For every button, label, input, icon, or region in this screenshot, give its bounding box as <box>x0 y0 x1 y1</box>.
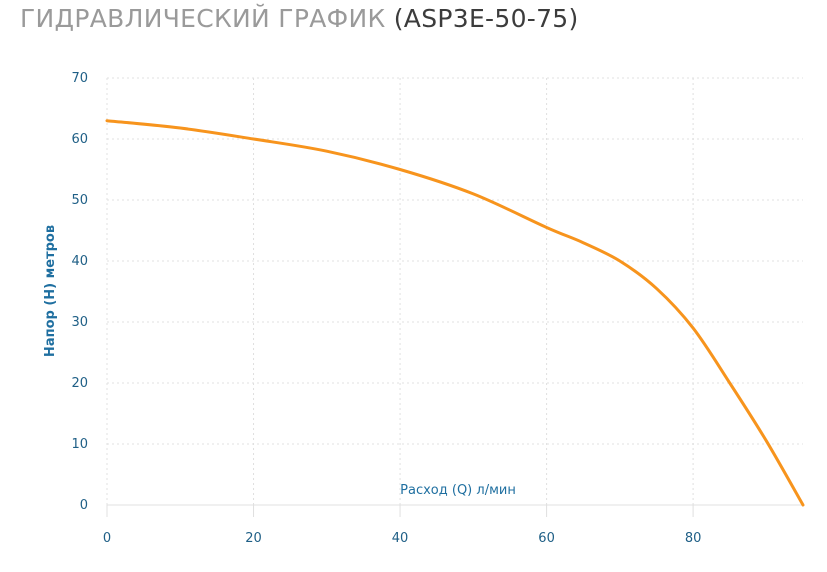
data-point <box>690 325 696 331</box>
data-point <box>580 240 586 246</box>
chart-title: ГИДРАВЛИЧЕСКИЙ ГРАФИК (ASP3E-50-75) <box>20 4 579 33</box>
y-tick-label: 50 <box>71 193 88 208</box>
x-axis-label: Расход (Q) л/мин <box>400 483 516 498</box>
y-tick-label: 10 <box>71 437 88 452</box>
series-line <box>105 119 805 507</box>
data-point <box>177 125 183 131</box>
x-tick-label: 80 <box>685 531 702 546</box>
chart-title-main: ГИДРАВЛИЧЕСКИЙ ГРАФИК <box>20 4 386 33</box>
data-point <box>251 136 257 142</box>
x-tick-label: 0 <box>103 531 111 546</box>
x-tick-label: 20 <box>245 531 262 546</box>
data-point <box>104 118 110 124</box>
y-tick-label: 40 <box>71 254 88 269</box>
series-group <box>104 118 806 508</box>
y-axis-label: Напор (H) метров <box>43 225 58 357</box>
data-point <box>397 167 403 173</box>
y-tick-label: 30 <box>71 315 88 330</box>
data-point <box>324 148 330 154</box>
data-point <box>763 438 769 444</box>
data-point <box>617 258 623 264</box>
data-point <box>727 380 733 386</box>
x-tick-label: 40 <box>392 531 409 546</box>
data-point <box>800 502 806 508</box>
y-tick-label: 60 <box>71 132 88 147</box>
y-tick-label: 70 <box>71 71 88 86</box>
grid <box>106 77 803 517</box>
data-point <box>470 191 476 197</box>
data-point <box>544 224 550 230</box>
x-tick-label: 60 <box>538 531 555 546</box>
y-tick-label: 0 <box>80 498 88 513</box>
axis-ticks: 0 10 20 30 40 50 60 70 0 20 40 60 80 <box>71 71 701 546</box>
data-point <box>653 285 659 291</box>
y-tick-label: 20 <box>71 376 88 391</box>
chart-title-model: (ASP3E-50-75) <box>393 4 579 33</box>
